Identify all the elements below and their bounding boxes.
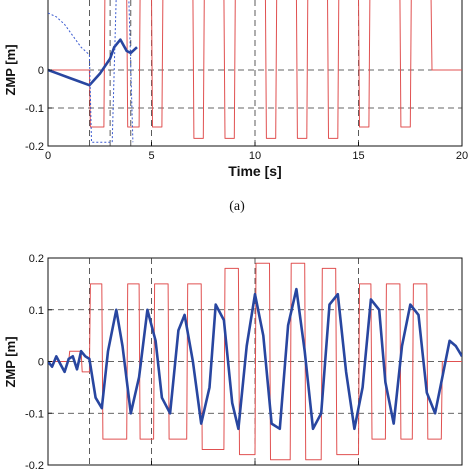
y-tick-label: 0 bbox=[38, 357, 44, 369]
chart-a-caption: (a) bbox=[229, 199, 245, 214]
series-line-0 bbox=[48, 262, 462, 461]
x-tick-label: 10 bbox=[249, 150, 261, 162]
chart-a-ticks: -0.2 -0.1 0 0 5 10 15 20 bbox=[25, 65, 468, 162]
x-tick-label: 5 bbox=[148, 150, 154, 162]
chart-a-series bbox=[48, 0, 462, 143]
chart-a-ylabel: ZMP [m] bbox=[3, 44, 18, 95]
y-tick-label: -0.2 bbox=[25, 460, 44, 472]
chart-b-series bbox=[48, 262, 462, 461]
chart-b: 0.2 0.1 0 -0.1 -0.2 ZMP [m] bbox=[3, 253, 463, 472]
y-tick-label: 0 bbox=[38, 65, 44, 77]
series-line-1 bbox=[48, 287, 462, 431]
x-tick-label: 20 bbox=[456, 150, 468, 162]
chart-b-ylabel: ZMP [m] bbox=[3, 336, 18, 387]
chart-a: -0.2 -0.1 0 0 5 10 15 20 ZMP [m] Time [s] (a) bbox=[3, 0, 468, 214]
series-line-0 bbox=[48, 0, 462, 139]
series-line-2 bbox=[48, 0, 134, 143]
x-tick-label: 15 bbox=[352, 150, 364, 162]
y-tick-label: 0.1 bbox=[29, 305, 44, 317]
series-line-1 bbox=[48, 38, 138, 87]
y-tick-label: 0.2 bbox=[29, 253, 44, 265]
chart-b-ticks: 0.2 0.1 0 -0.1 -0.2 bbox=[25, 253, 463, 472]
y-tick-label: -0.2 bbox=[25, 141, 44, 153]
y-tick-label: -0.1 bbox=[25, 408, 44, 420]
x-tick-label: 0 bbox=[45, 150, 51, 162]
chart-a-xlabel: Time [s] bbox=[228, 163, 281, 179]
y-tick-label: -0.1 bbox=[25, 103, 44, 115]
